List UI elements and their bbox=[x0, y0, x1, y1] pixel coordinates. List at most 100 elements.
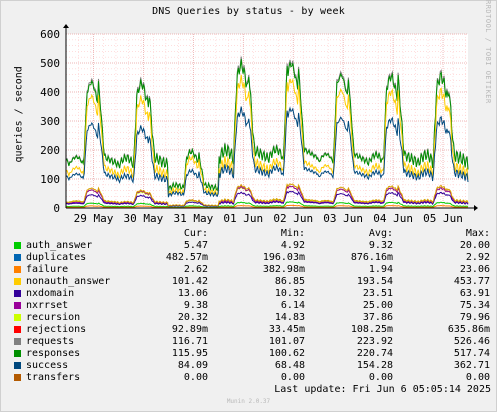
legend-label: success bbox=[26, 360, 69, 371]
legend-min: 14.83 bbox=[274, 312, 305, 323]
series-auth-answer bbox=[66, 201, 469, 209]
legend-label: nxdomain bbox=[26, 288, 75, 299]
legend-cur: 115.95 bbox=[171, 348, 208, 359]
y-axis-arrow bbox=[63, 24, 69, 28]
x-tick-label: 05 Jun bbox=[423, 212, 463, 225]
legend-label: duplicates bbox=[26, 252, 87, 263]
legend-label: transfers bbox=[26, 372, 81, 383]
legend-min: 68.48 bbox=[274, 360, 305, 371]
legend-avg: 876.16m bbox=[350, 252, 393, 263]
legend-min: 10.32 bbox=[274, 288, 305, 299]
legend-label: nonauth_answer bbox=[26, 276, 111, 287]
legend-swatch bbox=[14, 314, 21, 321]
chart-area: 0 100 200 300 400 500 600 29 May 30 May 31 May 01 … bbox=[40, 24, 478, 225]
last-update: Last update: Fri Jun 6 05:05:14 2025 bbox=[274, 384, 491, 395]
legend-label: responses bbox=[26, 348, 81, 359]
legend-header-max: Max: bbox=[465, 228, 490, 239]
legend-row-success: success 84.09 68.48 154.28 362.71 bbox=[14, 360, 494, 372]
legend-header: Cur: Min: Avg: Max: bbox=[14, 228, 494, 240]
legend-label: failure bbox=[26, 264, 69, 275]
x-tick-label: 03 Jun bbox=[323, 212, 363, 225]
legend-swatch bbox=[14, 290, 21, 297]
legend-label: nxrrset bbox=[26, 300, 69, 311]
legend-avg: 193.54 bbox=[356, 276, 393, 287]
legend-max: 526.46 bbox=[453, 336, 490, 347]
legend-max: 635.86m bbox=[447, 324, 490, 335]
legend-min: 33.45m bbox=[268, 324, 305, 335]
legend-header-cur: Cur: bbox=[183, 228, 208, 239]
legend-min: 86.85 bbox=[274, 276, 305, 287]
legend-swatch bbox=[14, 338, 21, 345]
legend-row-nonauth-answer: nonauth_answer 101.42 86.85 193.54 453.77 bbox=[14, 276, 494, 288]
legend-avg: 108.25m bbox=[350, 324, 393, 335]
x-tick-label: 02 Jun bbox=[273, 212, 313, 225]
legend-header-min: Min: bbox=[280, 228, 305, 239]
legend-row-nxrrset: nxrrset 9.38 6.14 25.00 75.34 bbox=[14, 300, 494, 312]
y-tick-label: 0 bbox=[53, 202, 60, 215]
y-tick-label: 300 bbox=[40, 115, 60, 128]
legend-min: 100.62 bbox=[268, 348, 305, 359]
legend-swatch bbox=[14, 302, 21, 309]
legend-cur: 84.09 bbox=[177, 360, 208, 371]
legend-max: 453.77 bbox=[453, 276, 490, 287]
legend-label: requests bbox=[26, 336, 75, 347]
legend-label: rejections bbox=[26, 324, 87, 335]
legend-swatch bbox=[14, 350, 21, 357]
legend-cur: 92.89m bbox=[171, 324, 208, 335]
x-tick-label: 29 May bbox=[74, 212, 114, 225]
legend-swatch bbox=[14, 266, 21, 273]
chart-grid bbox=[65, 33, 468, 208]
legend-avg: 25.00 bbox=[362, 300, 393, 311]
y-tick-label: 100 bbox=[40, 173, 60, 186]
legend-row-responses: responses 115.95 100.62 220.74 517.74 bbox=[14, 348, 494, 360]
legend-label: recursion bbox=[26, 312, 81, 323]
y-tick-label: 400 bbox=[40, 86, 60, 99]
legend-cur: 13.06 bbox=[177, 288, 208, 299]
series-nonauth-answer bbox=[65, 74, 469, 196]
x-tick-label: 31 May bbox=[173, 212, 213, 225]
legend-avg: 23.51 bbox=[362, 288, 393, 299]
x-tick-label: 04 Jun bbox=[373, 212, 413, 225]
legend-max: 362.71 bbox=[453, 360, 490, 371]
x-tick-label: 30 May bbox=[124, 212, 164, 225]
y-tick-label: 500 bbox=[40, 57, 60, 70]
legend-row-duplicates: duplicates 482.57m 196.03m 876.16m 2.92 bbox=[14, 252, 494, 264]
legend-row-recursion: recursion 20.32 14.83 37.86 79.96 bbox=[14, 312, 494, 324]
legend-cur: 482.57m bbox=[165, 252, 208, 263]
rrdtool-watermark: RRDTOOL / TOBI OETIKER bbox=[484, 0, 492, 104]
legend-max: 63.91 bbox=[459, 288, 490, 299]
legend-avg: 1.94 bbox=[368, 264, 393, 275]
legend-cur: 9.38 bbox=[183, 300, 208, 311]
legend-cur: 20.32 bbox=[177, 312, 208, 323]
legend-cur: 116.71 bbox=[171, 336, 208, 347]
legend-cur: 0.00 bbox=[183, 372, 208, 383]
legend-min: 101.07 bbox=[268, 336, 305, 347]
legend-row-failure: failure 2.62 382.98m 1.94 23.06 bbox=[14, 264, 494, 276]
legend-avg: 154.28 bbox=[356, 360, 393, 371]
chart-axes: 0 100 200 300 400 500 600 29 May 30 May 31 May 01 … bbox=[40, 24, 478, 225]
legend-swatch bbox=[14, 374, 21, 381]
x-axis-arrow bbox=[474, 205, 478, 211]
legend-min: 196.03m bbox=[262, 252, 305, 263]
legend-min: 6.14 bbox=[280, 300, 305, 311]
legend-max: 2.92 bbox=[465, 252, 490, 263]
y-tick-label: 200 bbox=[40, 144, 60, 157]
legend-label: auth_answer bbox=[26, 240, 93, 251]
legend-min: 4.92 bbox=[280, 240, 305, 251]
series-recursion-overlay bbox=[65, 183, 469, 207]
series-responses bbox=[65, 59, 469, 192]
legend-rows: auth_answer 5.47 4.92 9.32 20.00 duplicates 48… bbox=[14, 240, 494, 384]
legend-header-avg: Avg: bbox=[368, 228, 393, 239]
legend-min: 0.00 bbox=[280, 372, 305, 383]
legend-swatch bbox=[14, 254, 21, 261]
y-tick-label: 600 bbox=[40, 28, 60, 41]
legend-avg: 223.92 bbox=[356, 336, 393, 347]
legend-avg: 220.74 bbox=[356, 348, 393, 359]
legend: Cur: Min: Avg: Max: auth_answer 5.47 4.92 9… bbox=[14, 228, 494, 384]
legend-max: 0.00 bbox=[465, 372, 490, 383]
legend-swatch bbox=[14, 362, 21, 369]
legend-row-rejections: rejections 92.89m 33.45m 108.25m 635.86m bbox=[14, 324, 494, 336]
series-success bbox=[65, 106, 469, 198]
legend-swatch bbox=[14, 242, 21, 249]
graph-title: DNS Queries by status - by week bbox=[152, 6, 345, 17]
